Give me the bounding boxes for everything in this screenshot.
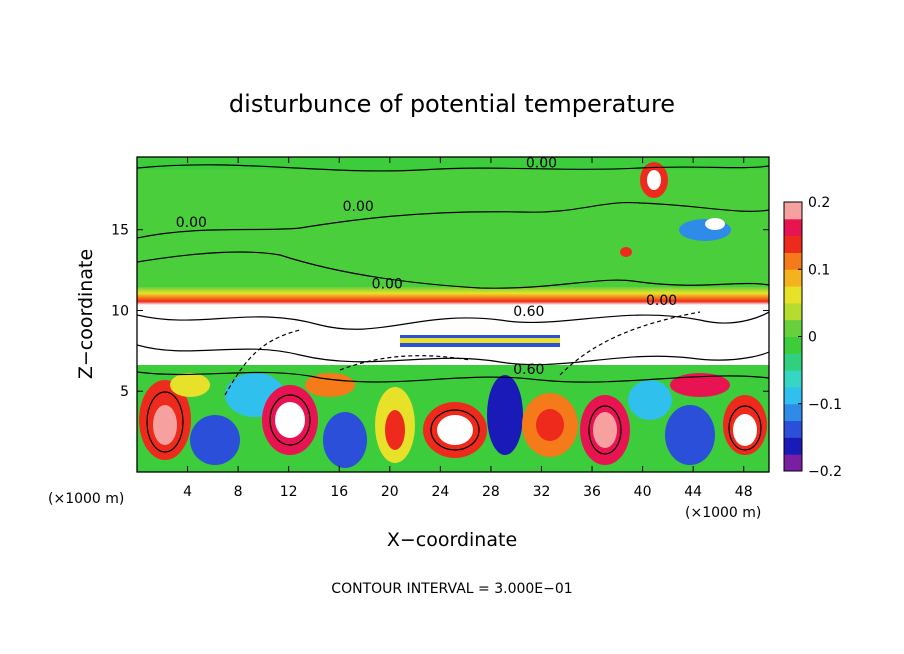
warm-dot: [620, 247, 632, 257]
x-tick-label: 8: [234, 484, 243, 500]
x-tick-label: 12: [280, 484, 298, 500]
colorbar-tick-label: −0.2: [808, 464, 842, 480]
x-unit-label: (×1000 m): [685, 505, 761, 521]
x-tick-label: 24: [431, 484, 449, 500]
colorbar-swatch: [784, 454, 802, 472]
contour-label: 0.60: [513, 304, 544, 320]
y-unit-label: (×1000 m): [48, 491, 124, 507]
contour-lines: [137, 164, 769, 455]
x-tick-label: 16: [330, 484, 348, 500]
colorbar-swatch: [784, 269, 802, 287]
colorbar-swatch: [784, 319, 802, 337]
contour-label: 0.00: [372, 277, 403, 293]
x-tick-label: 28: [482, 484, 500, 500]
chart-title: disturbunce of potential temperature: [229, 90, 675, 118]
colorbar: 0.2 0.1 0 −0.1 −0.2: [783, 195, 842, 480]
y-axis: 5 10 15: [111, 223, 769, 400]
colorbar-tick-label: 0: [808, 330, 817, 346]
inversion-band: [137, 287, 769, 305]
colorbar-swatch: [784, 370, 802, 388]
y-tick-label: 15: [111, 223, 129, 239]
colorbar-swatch: [784, 420, 802, 438]
x-axis-label: X−coordinate: [387, 529, 517, 551]
x-tick-label: 4: [183, 484, 192, 500]
y-axis-label: Z−coordinate: [75, 249, 97, 379]
x-tick-label: 36: [583, 484, 601, 500]
x-tick-label: 20: [381, 484, 399, 500]
colorbar-tick-label: 0.1: [808, 262, 830, 278]
contour-interval-text: CONTOUR INTERVAL = 3.000E−01: [331, 581, 572, 597]
y-tick-label: 5: [120, 384, 129, 400]
plot-area: 0.00 0.00 0.00 0.00 0.00 0.60 0.60: [137, 155, 769, 472]
x-axis: 4 8 12 16 20 24 28 32 36 40 44 48: [183, 157, 753, 500]
x-tick-label: 32: [533, 484, 551, 500]
colorbar-swatch: [784, 302, 802, 321]
contour-labels: 0.00 0.00 0.00 0.00 0.00 0.60 0.60: [176, 155, 677, 378]
contour-label: 0.00: [646, 293, 677, 309]
colorbar-swatch: [784, 202, 802, 220]
contour-label: 0.00: [176, 215, 207, 231]
colorbar-swatch: [784, 252, 802, 270]
x-tick-label: 40: [634, 484, 652, 500]
colorbar-swatch: [784, 286, 802, 304]
colorbar-swatch: [784, 235, 802, 253]
colorbar-swatch: [784, 336, 802, 354]
colorbar-tick-label: 0.2: [808, 195, 830, 211]
plot-frame: [136, 156, 770, 473]
y-tick-label: 10: [111, 303, 129, 319]
colorbar-swatch: [784, 353, 802, 371]
cool-patch-core: [705, 218, 725, 230]
lighter-green-region: [137, 170, 769, 298]
x-tick-label: 48: [735, 484, 753, 500]
contour-label: 0.00: [343, 199, 374, 215]
colorbar-swatch: [784, 403, 802, 422]
contour-label: 0.00: [526, 155, 557, 171]
colorbar-swatch: [784, 386, 802, 405]
colorbar-swatch: [784, 437, 802, 455]
warm-patch-core: [647, 170, 661, 190]
colorbar-tick-label: −0.1: [808, 397, 842, 413]
contour-label: 0.60: [513, 362, 544, 378]
x-tick-label: 44: [684, 484, 702, 500]
colorbar-swatch: [784, 218, 802, 237]
